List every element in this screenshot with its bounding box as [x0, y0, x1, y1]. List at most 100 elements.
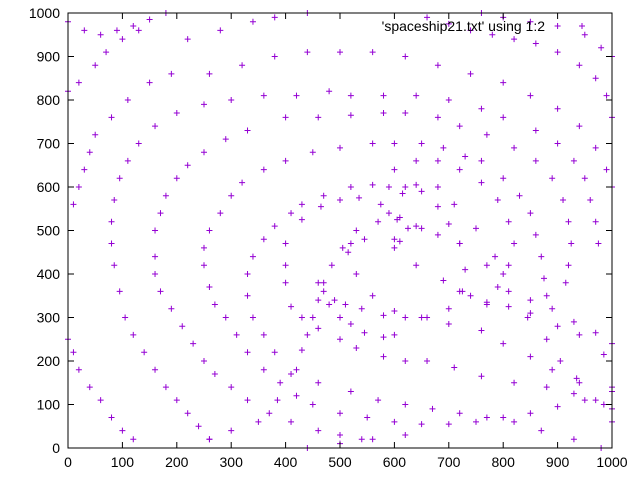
data-point: [405, 225, 411, 232]
data-point: [380, 353, 387, 360]
data-point: [86, 384, 93, 391]
data-point: [108, 240, 115, 247]
y-tick-labels: 0 100 200 300 400 500 600 700 800 900 1000: [29, 5, 60, 456]
data-point: [162, 384, 169, 391]
data-point: [543, 384, 550, 391]
data-point: [124, 157, 131, 164]
data-point: [113, 27, 120, 34]
data-point: [554, 23, 561, 30]
data-point: [592, 75, 599, 82]
data-point: [353, 227, 360, 234]
data-point: [111, 197, 118, 204]
data-point: [201, 244, 207, 251]
data-point: [462, 266, 469, 273]
data-point: [260, 166, 267, 173]
data-point: [538, 253, 545, 260]
data-point: [130, 436, 137, 443]
data-point: [361, 329, 368, 336]
data-point: [326, 88, 333, 95]
data-point: [152, 271, 159, 277]
data-point: [304, 49, 311, 56]
data-point: [249, 253, 256, 260]
data-point: [418, 421, 425, 428]
data-point: [244, 292, 251, 299]
data-point: [356, 194, 363, 201]
x-tick-label: 200: [165, 454, 189, 470]
data-point: [190, 340, 197, 347]
data-point: [511, 418, 518, 425]
data-point: [369, 140, 376, 147]
data-point: [603, 92, 610, 99]
data-point: [211, 371, 218, 378]
x-tick-label: 300: [220, 454, 244, 470]
data-point: [445, 321, 452, 328]
data-point: [228, 384, 235, 391]
data-point: [500, 414, 507, 421]
data-point: [576, 379, 583, 386]
data-point: [239, 62, 246, 69]
data-point: [206, 70, 213, 77]
axis-ticks: [67, 12, 613, 449]
data-point: [179, 323, 186, 330]
data-point: [478, 327, 485, 334]
data-point: [434, 62, 441, 69]
data-point: [271, 14, 278, 21]
data-point: [570, 390, 577, 397]
data-point: [467, 27, 474, 34]
data-point: [271, 349, 278, 356]
data-point: [342, 301, 349, 308]
data-point: [337, 314, 343, 321]
data-point: [565, 218, 572, 225]
data-point: [532, 127, 539, 134]
data-point: [554, 49, 561, 56]
data-point: [456, 123, 463, 130]
data-point: [75, 366, 82, 373]
data-point: [511, 36, 518, 43]
data-point: [326, 301, 333, 308]
data-point: [391, 307, 398, 314]
data-point: [489, 31, 496, 38]
data-point: [309, 401, 316, 408]
data-point: [581, 175, 588, 182]
data-point: [130, 331, 137, 338]
data-point: [600, 351, 607, 358]
data-point: [157, 288, 164, 295]
data-point: [288, 371, 295, 378]
data-point: [600, 401, 607, 408]
data-point: [337, 49, 343, 56]
data-point: [122, 314, 129, 321]
x-tick-label: 900: [546, 454, 570, 470]
data-point: [576, 123, 583, 130]
data-point: [358, 305, 365, 312]
data-point: [380, 110, 387, 117]
data-point: [592, 218, 599, 225]
data-point: [543, 292, 550, 299]
data-point: [549, 366, 556, 373]
data-point: [298, 216, 305, 223]
data-point: [500, 114, 507, 121]
data-point: [445, 97, 452, 103]
data-point: [549, 175, 556, 182]
y-tick-label: 600: [37, 179, 61, 195]
data-point: [146, 79, 153, 86]
data-point: [440, 144, 447, 151]
data-point: [500, 79, 507, 86]
data-point: [603, 166, 610, 173]
data-point: [152, 253, 159, 260]
data-point: [282, 240, 289, 247]
data-point: [184, 410, 191, 417]
data-point: [337, 144, 343, 151]
data-point: [570, 318, 577, 325]
data-point: [260, 92, 267, 99]
data-point: [595, 240, 602, 247]
x-tick-label: 1000: [596, 454, 627, 470]
data-point: [206, 436, 213, 443]
data-point: [524, 314, 531, 321]
data-point: [146, 16, 153, 23]
data-point: [554, 323, 561, 330]
data-point: [293, 392, 300, 399]
data-point: [527, 353, 534, 360]
data-point: [201, 262, 207, 269]
